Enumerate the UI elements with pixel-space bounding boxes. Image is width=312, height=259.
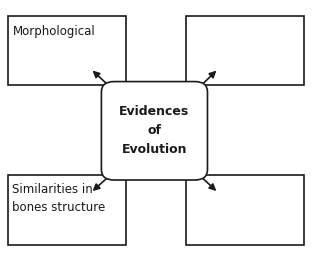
FancyBboxPatch shape: [8, 16, 126, 85]
FancyBboxPatch shape: [186, 175, 304, 245]
FancyBboxPatch shape: [101, 82, 207, 180]
FancyBboxPatch shape: [8, 175, 126, 245]
Text: Evidences
of
Evolution: Evidences of Evolution: [119, 105, 190, 156]
FancyBboxPatch shape: [186, 16, 304, 85]
Text: Similarities in
bones structure: Similarities in bones structure: [12, 183, 106, 214]
Text: Morphological: Morphological: [12, 25, 95, 38]
